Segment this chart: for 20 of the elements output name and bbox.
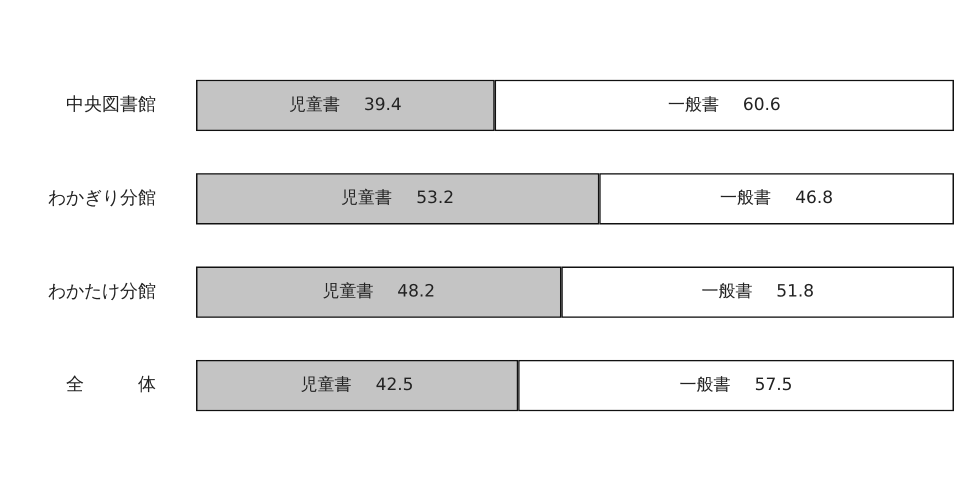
series-label: 一般書: [680, 374, 731, 395]
series-label: 児童書: [300, 374, 352, 395]
data-label: 57.5: [754, 374, 793, 395]
data-label: 48.2: [397, 282, 436, 302]
text: 児童書: [341, 188, 392, 208]
data-label: 60.6: [742, 94, 781, 115]
y-tick-label: 中央図書館: [66, 94, 156, 116]
text: 一般書: [720, 188, 772, 208]
data-label: 53.2: [416, 188, 454, 208]
data-label: 42.5: [376, 374, 414, 395]
text: 一般書: [701, 282, 752, 302]
data-label: 51.8: [776, 282, 814, 302]
y-tick-label: 全 体: [66, 374, 156, 396]
y-tick-label: わかたけ分館: [48, 280, 156, 302]
text: 児童書: [322, 282, 374, 302]
data-label: 46.8: [795, 188, 834, 208]
data-label: 39.4: [364, 94, 402, 115]
text: 児童書: [288, 94, 340, 115]
text: 一般書: [668, 94, 719, 115]
y-tick-label: わかぎり分館: [48, 187, 156, 208]
